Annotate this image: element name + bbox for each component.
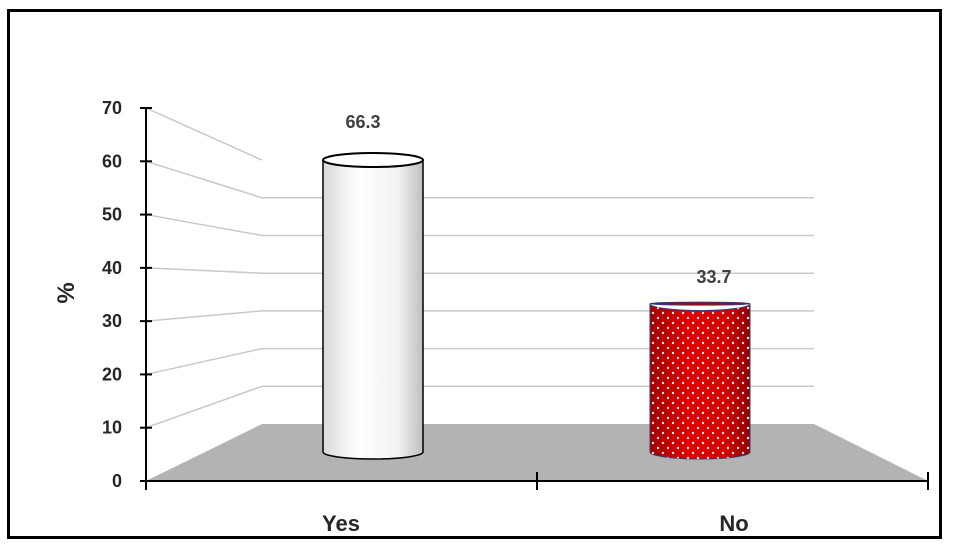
data-label: 66.3 — [345, 112, 380, 132]
y-tick-label: 20 — [102, 364, 122, 384]
y-tick-label: 70 — [102, 98, 122, 118]
y-tick-label: 50 — [102, 205, 122, 225]
bar-yes — [322, 152, 424, 460]
bar-no — [649, 301, 751, 460]
gridline-side — [145, 213, 263, 237]
bar-top — [649, 301, 751, 306]
gridline-side — [145, 310, 263, 322]
y-axis-title: % — [53, 282, 80, 303]
bar-pattern — [650, 303, 750, 459]
y-tick-label: 30 — [102, 311, 122, 331]
x-category-label: No — [719, 511, 748, 536]
x-category-label: Yes — [322, 511, 360, 536]
gridline-side — [145, 347, 263, 376]
gridline-side — [145, 385, 263, 429]
gridline-side — [145, 160, 263, 199]
gridline-side — [145, 267, 263, 274]
y-tick-label: 40 — [102, 258, 122, 278]
bar-body — [322, 159, 424, 460]
y-tick-label: 60 — [102, 151, 122, 171]
y-tick-label: 0 — [112, 471, 122, 491]
data-label: 33.7 — [696, 267, 731, 287]
gridline-side — [145, 107, 263, 161]
y-tick-label: 10 — [102, 418, 122, 438]
bar-top — [322, 152, 424, 168]
